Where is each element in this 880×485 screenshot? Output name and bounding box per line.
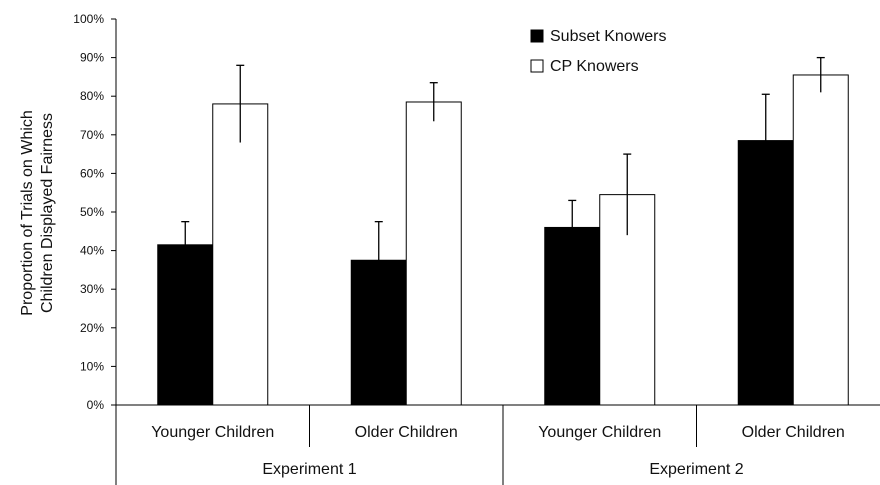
bar-subset-knowers	[157, 244, 214, 406]
x-category-label: Younger Children	[538, 424, 661, 441]
y-tick-label: 90%	[80, 51, 104, 65]
bars	[157, 56, 849, 406]
legend-label-subset-knowers: Subset Knowers	[550, 28, 667, 45]
x-category-label: Younger Children	[151, 424, 274, 441]
x-group-label: Experiment 2	[649, 461, 743, 478]
y-axis: 0% 10% 20% 30% 40% 50% 60% 70% 80% 90% 100%	[73, 12, 117, 412]
bar-cp-knowers	[405, 101, 462, 406]
y-tick-label: 60%	[80, 166, 104, 180]
y-axis-label-line-2: Children Displayed Fairness	[39, 113, 56, 313]
x-group-label: Experiment 1	[262, 461, 356, 478]
legend-label-cp-knowers: CP Knowers	[550, 58, 639, 75]
legend-swatch-cp-knowers	[530, 59, 544, 73]
bar-subset-knowers	[544, 226, 601, 406]
legend-swatch-subset-knowers	[530, 29, 544, 43]
y-tick-label: 20%	[80, 321, 104, 335]
y-tick-label: 100%	[73, 12, 104, 26]
x-axis: Younger Children Older Children Younger Ch…	[115, 404, 880, 485]
y-tick-label: 10%	[80, 359, 104, 373]
x-category-label: Older Children	[355, 424, 458, 441]
legend: Subset Knowers CP Knowers	[530, 28, 667, 75]
y-tick-label: 50%	[80, 205, 104, 219]
bar-cp-knowers	[792, 74, 849, 406]
y-tick-label: 40%	[80, 244, 104, 258]
y-tick-label: 70%	[80, 128, 104, 142]
bar-cp-knowers	[212, 103, 269, 406]
y-axis-label-line-1: Proportion of Trials on Which	[19, 110, 36, 315]
y-tick-label: 0%	[87, 398, 105, 412]
y-tick-label: 30%	[80, 282, 104, 296]
x-category-label: Older Children	[742, 424, 845, 441]
y-tick-label: 80%	[80, 89, 104, 103]
